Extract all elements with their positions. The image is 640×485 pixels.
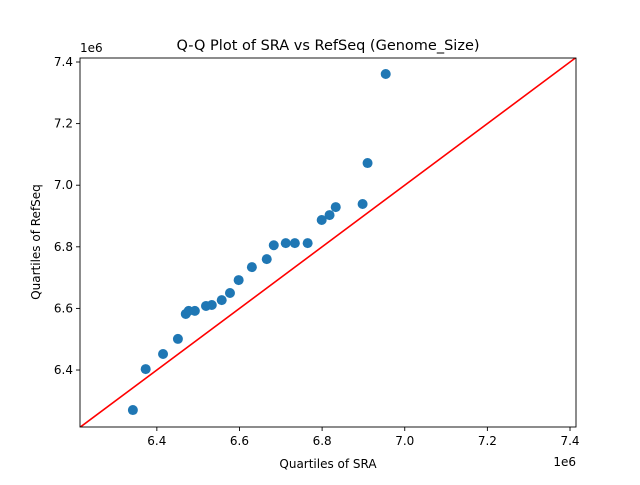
data-point-19 bbox=[324, 210, 335, 221]
data-point-9 bbox=[216, 295, 227, 306]
data-point-18 bbox=[316, 215, 327, 226]
y-offset-label: 1e6 bbox=[80, 41, 103, 55]
data-point-17 bbox=[302, 238, 313, 249]
plot-frame bbox=[79, 57, 577, 428]
reference-line bbox=[80, 58, 576, 427]
y-tick-label-4: 7.2 bbox=[54, 117, 73, 131]
y-tick-label-0: 6.4 bbox=[54, 363, 73, 377]
y-axis-label: Quartiles of RefSeq bbox=[29, 184, 43, 300]
y-tick-label-1: 6.6 bbox=[54, 301, 73, 315]
x-offset-label: 1e6 bbox=[553, 455, 576, 469]
y-tick-label-2: 6.8 bbox=[54, 240, 73, 254]
data-point-2 bbox=[158, 349, 169, 360]
chart-title: Q-Q Plot of SRA vs RefSeq (Genome_Size) bbox=[176, 38, 479, 54]
y-tick-label-3: 7.0 bbox=[54, 178, 73, 192]
x-tick-label-3: 7.0 bbox=[395, 434, 414, 448]
data-point-1 bbox=[140, 364, 151, 375]
y-tick-label-5: 7.4 bbox=[54, 55, 73, 69]
data-point-6 bbox=[189, 305, 200, 316]
data-point-10 bbox=[224, 288, 235, 299]
x-axis-label: Quartiles of SRA bbox=[279, 457, 377, 471]
data-point-8 bbox=[206, 300, 217, 311]
x-tick-label-4: 7.2 bbox=[478, 434, 497, 448]
data-point-3 bbox=[172, 333, 183, 344]
data-point-22 bbox=[362, 158, 373, 169]
data-point-23 bbox=[380, 69, 391, 80]
data-point-12 bbox=[246, 262, 257, 273]
x-tick-label-0: 6.4 bbox=[147, 434, 166, 448]
x-tick-label-5: 7.4 bbox=[560, 434, 579, 448]
data-point-13 bbox=[261, 254, 272, 265]
data-point-20 bbox=[330, 202, 341, 213]
data-point-14 bbox=[268, 240, 279, 251]
data-point-15 bbox=[280, 238, 291, 249]
x-tick-label-1: 6.6 bbox=[230, 434, 249, 448]
x-tick-label-2: 6.8 bbox=[313, 434, 332, 448]
data-point-21 bbox=[357, 198, 368, 209]
data-point-11 bbox=[233, 275, 244, 286]
data-point-0 bbox=[127, 405, 138, 416]
data-point-16 bbox=[289, 238, 300, 249]
